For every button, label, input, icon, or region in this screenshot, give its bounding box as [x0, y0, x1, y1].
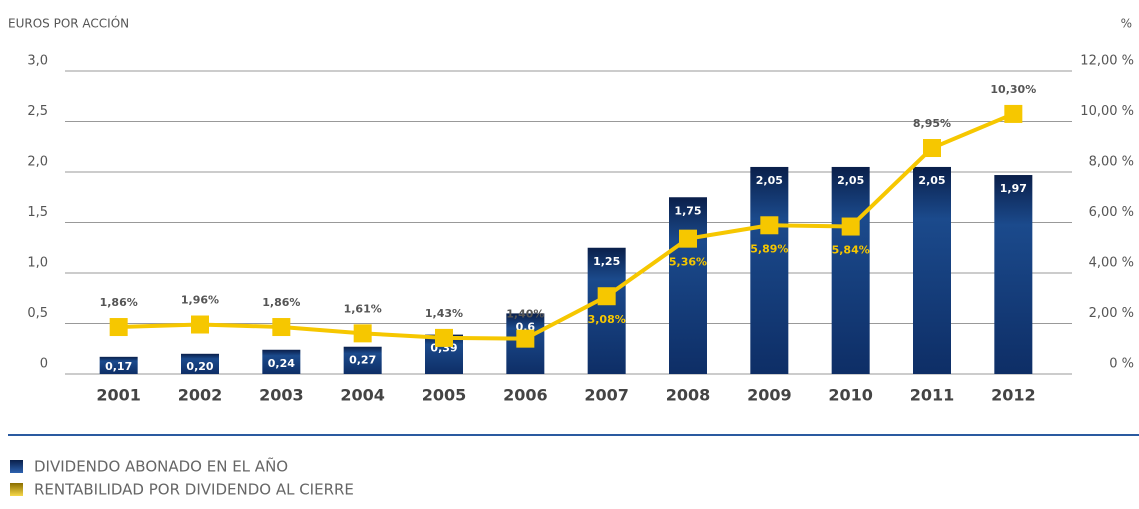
- bar: [750, 166, 789, 374]
- y2-tick-label: 10,00 %: [1080, 104, 1134, 119]
- bar: [831, 166, 870, 374]
- bar-value-label: 2,05: [756, 174, 783, 187]
- line-value-label: 1,86%: [100, 296, 138, 309]
- line-value-label: 10,30%: [990, 83, 1036, 96]
- bar: [181, 353, 219, 374]
- x-tick-label: 2003: [259, 386, 304, 405]
- line-marker: [272, 318, 291, 337]
- y-tick-label: 1,0: [27, 256, 48, 271]
- bar: [343, 346, 382, 374]
- x-tick-label: 2008: [666, 386, 711, 405]
- bar-value-label: 2,05: [837, 174, 864, 187]
- y-tick-label: 0: [40, 357, 48, 372]
- line-value-label: 3,08%: [588, 313, 626, 326]
- bar: [99, 356, 138, 374]
- line-marker: [191, 315, 209, 334]
- line: [118, 112, 1015, 341]
- bar: [994, 175, 1033, 374]
- legend-swatch: [10, 483, 23, 496]
- x-tick-label: 2005: [422, 386, 467, 405]
- x-tick-label: 2007: [584, 386, 629, 405]
- x-tick-label: 2012: [991, 386, 1036, 405]
- y-axis-label: EUROS POR ACCIÓN: [8, 16, 129, 31]
- y2-axis-label: %: [1121, 17, 1132, 31]
- line-value-label: 1,96%: [181, 294, 219, 307]
- bar-value-label: 0,20: [186, 360, 213, 373]
- line-marker: [435, 328, 453, 347]
- bar-value-label: 2,05: [918, 174, 945, 187]
- y-tick-label: 2,0: [27, 155, 48, 170]
- line-marker: [109, 318, 128, 337]
- legend-label: RENTABILIDAD POR DIVIDENDO AL CIERRE: [34, 481, 354, 499]
- bar-value-label: 0,27: [349, 354, 376, 367]
- y-tick-label: 0,5: [27, 306, 48, 321]
- line-marker: [760, 216, 779, 235]
- line-marker: [516, 329, 535, 348]
- y-tick-label: 2,5: [27, 104, 48, 119]
- bar-value-label: 0,24: [268, 357, 295, 370]
- x-tick-label: 2002: [178, 386, 223, 405]
- legend-swatch: [10, 460, 23, 473]
- bar-value-label: 1,25: [593, 255, 620, 268]
- x-tick-label: 2009: [747, 386, 792, 405]
- line-value-label: 1,43%: [425, 307, 463, 320]
- bar-value-label: 1,75: [674, 204, 701, 217]
- line-marker: [1004, 104, 1023, 123]
- y-tick-label: 3,0: [27, 54, 48, 69]
- x-tick-label: 2001: [96, 386, 141, 405]
- bar-value-label: 0,17: [105, 360, 132, 373]
- line-value-label: 5,84%: [832, 244, 870, 257]
- y2-tick-label: 4,00 %: [1089, 256, 1134, 271]
- y2-tick-label: 2,00 %: [1089, 306, 1134, 321]
- line-marker: [597, 287, 616, 306]
- y2-tick-label: 12,00 %: [1080, 54, 1134, 69]
- line-value-label: 5,89%: [750, 242, 788, 255]
- x-tick-label: 2011: [910, 386, 955, 405]
- y-tick-label: 1,5: [27, 205, 48, 220]
- y2-tick-label: 0 %: [1109, 357, 1134, 372]
- legend-label: DIVIDENDO ABONADO EN EL AÑO: [34, 457, 288, 476]
- line-marker: [679, 229, 697, 248]
- bar: [587, 247, 626, 374]
- line-value-label: 5,36%: [669, 256, 707, 269]
- y2-tick-label: 6,00 %: [1089, 205, 1134, 220]
- line-value-label: 1,86%: [262, 296, 300, 309]
- y2-tick-label: 8,00 %: [1089, 155, 1134, 170]
- bar: [669, 197, 707, 374]
- bar-value-label: 1,97: [1000, 182, 1027, 195]
- line-value-label: 1,40%: [506, 308, 544, 321]
- line-marker: [923, 139, 941, 158]
- line-value-label: 8,95%: [913, 117, 951, 130]
- x-tick-label: 2006: [503, 386, 548, 405]
- bar: [913, 166, 951, 374]
- x-tick-label: 2004: [340, 386, 385, 405]
- x-tick-label: 2010: [828, 386, 873, 405]
- bar: [262, 349, 301, 374]
- line-marker: [841, 217, 860, 236]
- line-marker: [353, 324, 372, 343]
- line-value-label: 1,61%: [344, 302, 382, 315]
